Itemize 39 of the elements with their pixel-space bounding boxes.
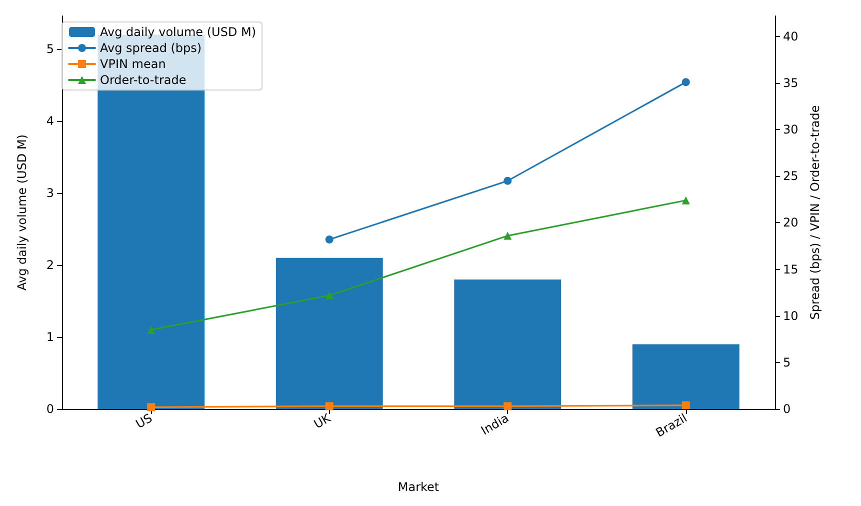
y2-tick-label: 30 (783, 122, 798, 137)
point (325, 291, 334, 300)
point (504, 176, 512, 185)
point (147, 403, 156, 412)
y-tick-label: 2 (46, 258, 54, 272)
y-tick-label: 0 (46, 402, 54, 416)
y-tick-label: 1 (46, 330, 54, 344)
y2-tick-label: 0 (783, 402, 791, 416)
legend-label: Order-to-trade (100, 73, 186, 87)
point (147, 326, 156, 334)
legend-label: Avg spread (bps) (100, 41, 202, 55)
y2-tick-label: 40 (783, 29, 798, 44)
legend-label: VPIN mean (100, 57, 166, 71)
point (504, 232, 512, 240)
point (682, 196, 690, 204)
y2-tick-label: 35 (783, 76, 798, 90)
x-tick-label: US (133, 410, 155, 432)
y-tick-label: 4 (46, 114, 54, 128)
y2-tick-label: 15 (783, 262, 798, 276)
point (325, 236, 334, 244)
point (682, 78, 690, 86)
bar (276, 258, 383, 409)
y-tick-label: 3 (46, 186, 54, 200)
x-tick-label: India (478, 410, 512, 438)
y2-tick-label: 25 (783, 169, 798, 184)
bar (632, 344, 740, 409)
bar (454, 279, 562, 409)
y-axis-title: Avg daily volume (USD M) (15, 134, 29, 291)
point (325, 402, 334, 410)
y2-tick-label: 5 (783, 355, 791, 370)
x-axis-title: Market (398, 480, 440, 494)
point (504, 402, 512, 410)
y-tick-label: 5 (46, 42, 54, 56)
legend-label: Avg daily volume (USD M) (100, 25, 256, 39)
y2-axis-title: Spread (bps) / VPIN / Order-to-trade (808, 105, 822, 320)
x-tick-label: UK (311, 410, 334, 432)
y2-tick-label: 20 (783, 216, 798, 230)
y2-tick-label: 10 (783, 308, 798, 323)
point (682, 401, 690, 410)
